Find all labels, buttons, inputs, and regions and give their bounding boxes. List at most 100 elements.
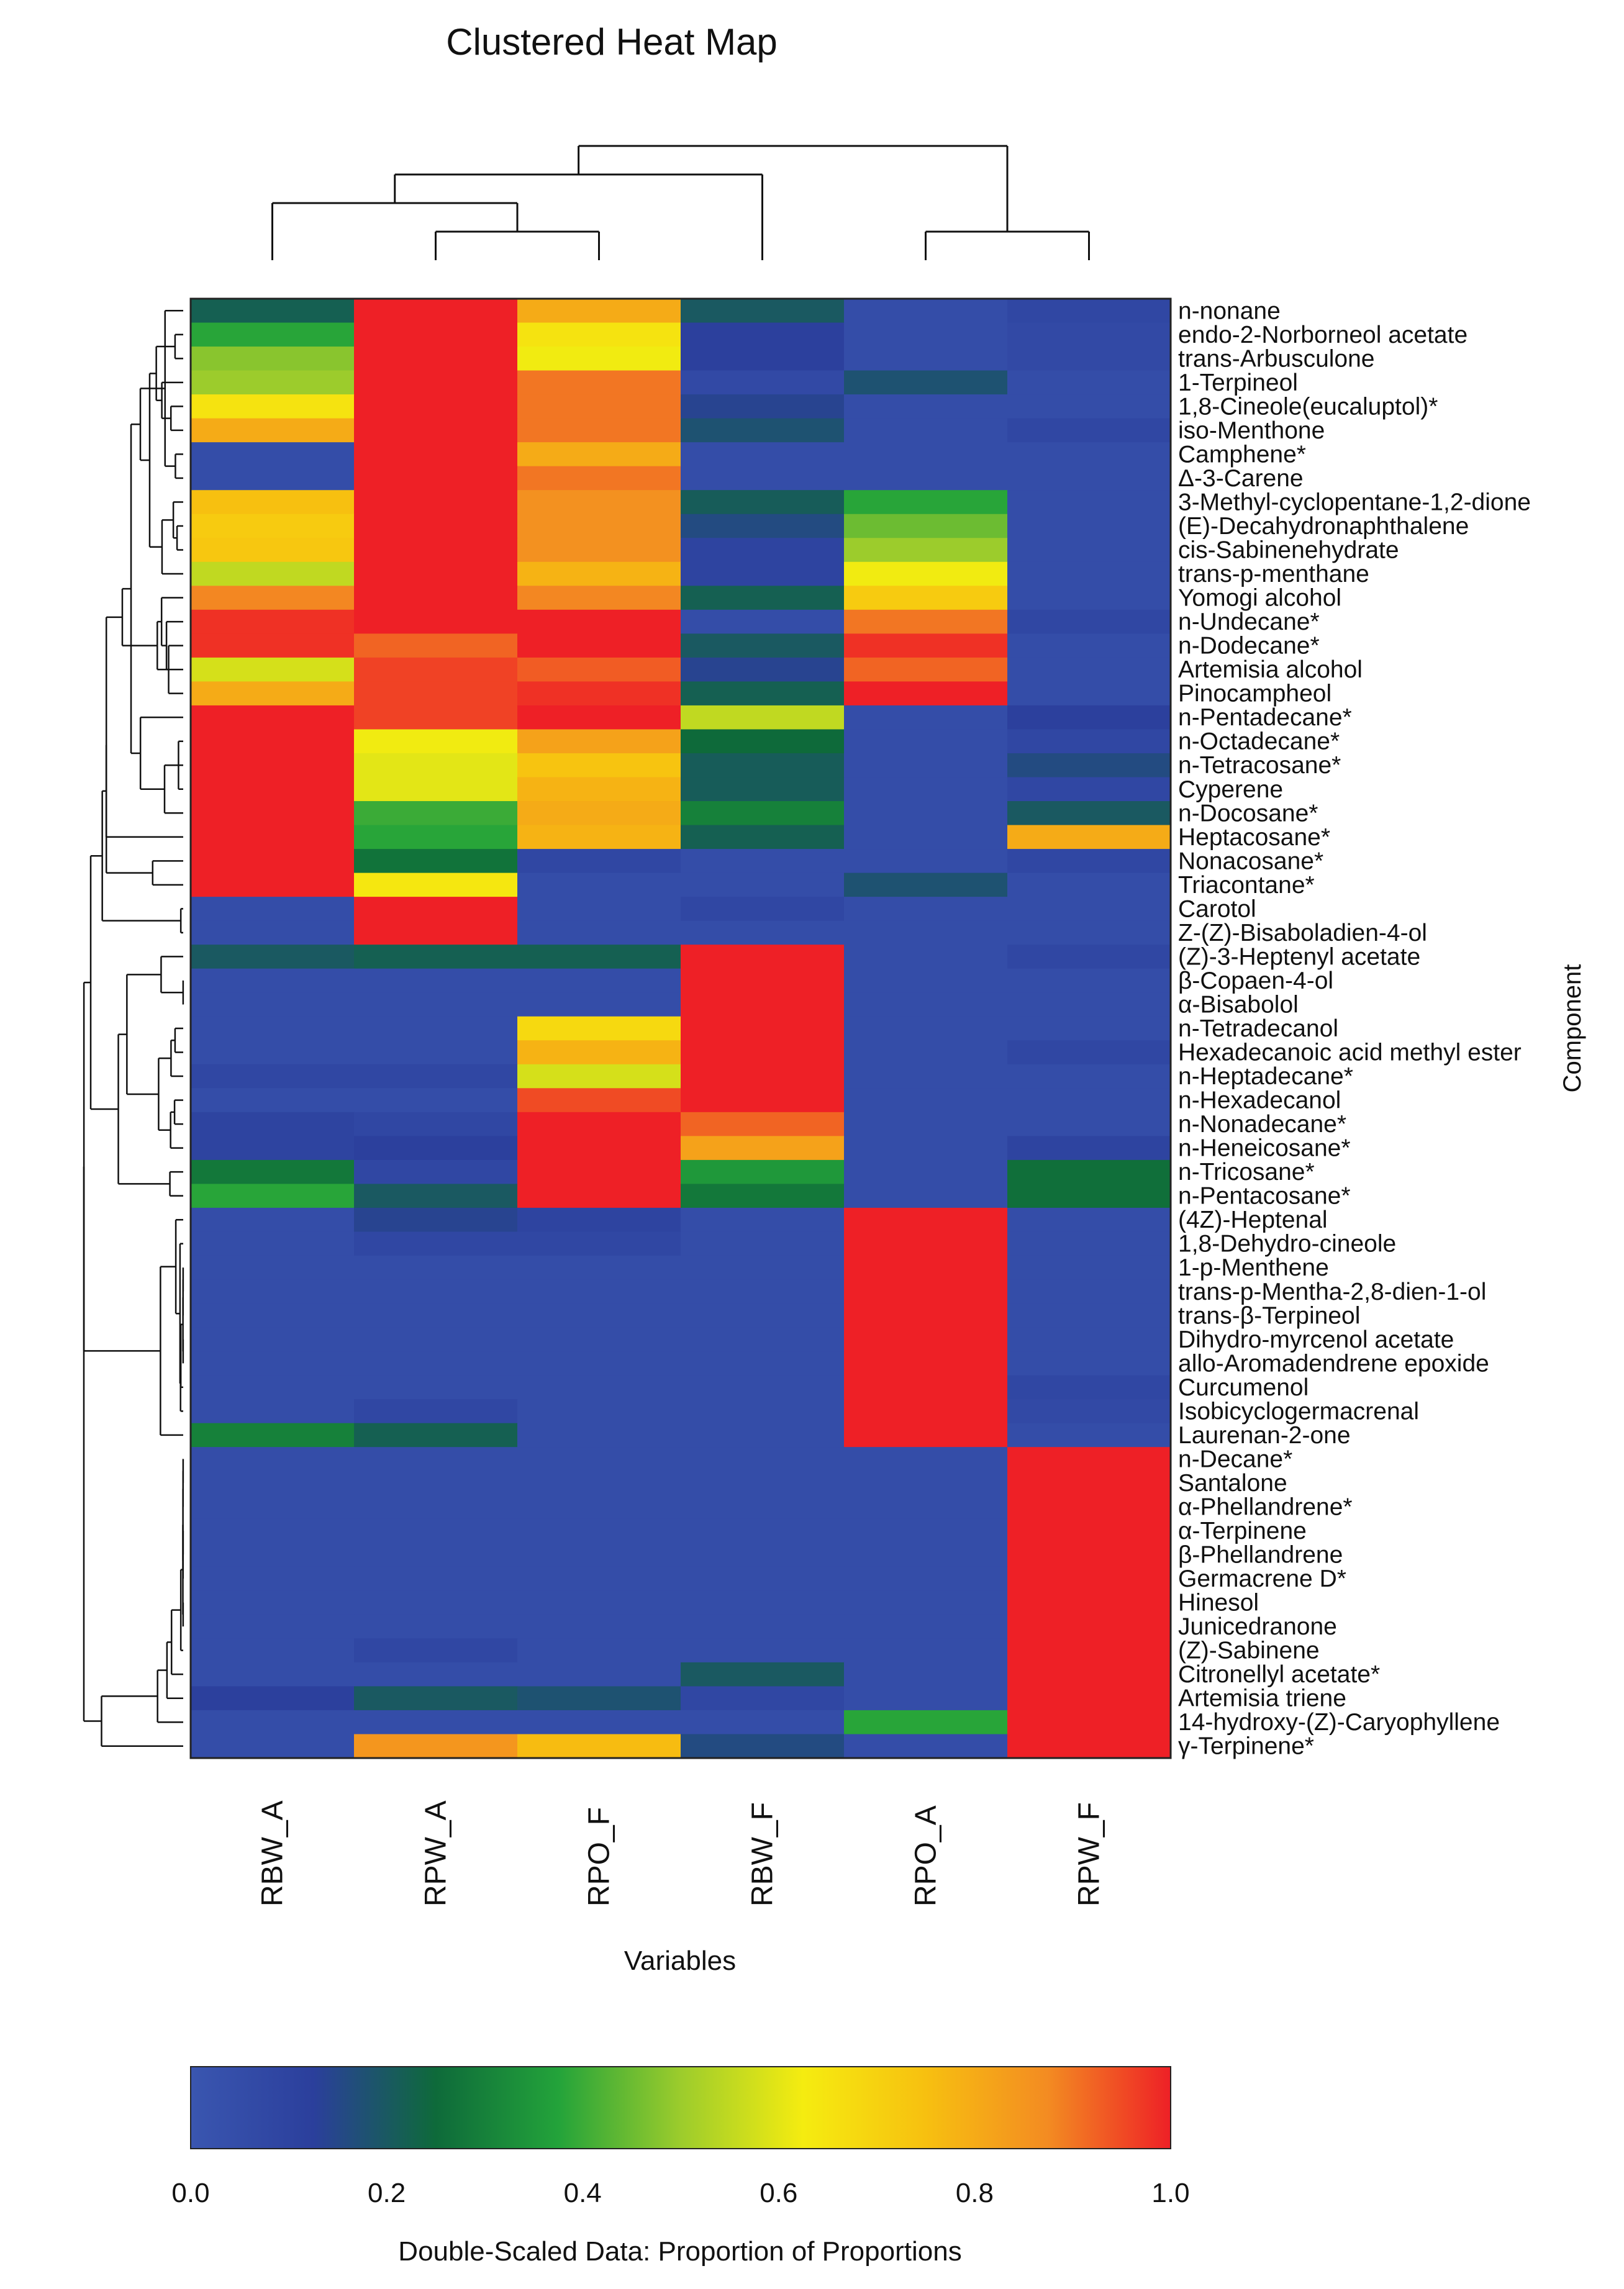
- row-label: Pinocampheol: [1178, 681, 1331, 707]
- row-label: Dihydro-myrcenol acetate: [1178, 1326, 1454, 1353]
- heatmap-cell: [517, 1471, 681, 1495]
- row-label: Cyperene: [1178, 776, 1283, 803]
- heatmap-cell: [681, 1399, 845, 1424]
- heatmap-cell: [844, 1566, 1008, 1591]
- heatmap-cell: [517, 1184, 681, 1208]
- heatmap-cell: [681, 490, 845, 515]
- colorbar-tick-label: 0.0: [171, 2178, 209, 2208]
- heatmap-cell: [191, 609, 355, 634]
- row-label: Heptacosane*: [1178, 824, 1330, 851]
- heatmap-cell: [844, 633, 1008, 658]
- heatmap-cell: [1007, 1351, 1171, 1376]
- heatmap-cell: [681, 945, 845, 969]
- heatmap-cell: [1007, 1495, 1171, 1520]
- heatmap-cell: [191, 538, 355, 563]
- heatmap-cell: [354, 1710, 518, 1735]
- heatmap-cell: [1007, 1088, 1171, 1113]
- heatmap-cell: [681, 514, 845, 538]
- heatmap-cell: [681, 1710, 845, 1735]
- heatmap-cell: [517, 1016, 681, 1041]
- heatmap-cell: [354, 729, 518, 754]
- heatmap-cell: [191, 514, 355, 538]
- heatmap-cell: [844, 1734, 1008, 1759]
- row-label: iso-Menthone: [1178, 417, 1325, 444]
- heatmap-cell: [844, 873, 1008, 897]
- heatmap-cell: [517, 1399, 681, 1424]
- heatmap-cell: [191, 633, 355, 658]
- heatmap-cell: [1007, 897, 1171, 922]
- heatmap-cell: [844, 586, 1008, 610]
- heatmap-cell: [354, 1543, 518, 1567]
- heatmap-cell: [354, 1399, 518, 1424]
- row-label: trans-p-Mentha-2,8-dien-1-ol: [1178, 1279, 1486, 1305]
- heatmap-cell: [1007, 729, 1171, 754]
- y-axis-label: Component: [1559, 964, 1586, 1093]
- heatmap-cell: [1007, 1040, 1171, 1065]
- heatmap-cell: [1007, 347, 1171, 371]
- heatmap-cell: [354, 1088, 518, 1113]
- heatmap-cell: [844, 1543, 1008, 1567]
- heatmap-cell: [517, 1303, 681, 1328]
- heatmap-cells: [191, 299, 1171, 1759]
- heatmap-cell: [517, 1088, 681, 1113]
- heatmap-cell: [191, 1710, 355, 1735]
- heatmap-cell: [844, 1327, 1008, 1352]
- row-label: n-Dodecane*: [1178, 633, 1320, 660]
- heatmap-cell: [517, 1231, 681, 1256]
- heatmap-cell: [354, 490, 518, 515]
- heatmap-cell: [354, 347, 518, 371]
- heatmap-cell: [844, 1710, 1008, 1735]
- colorbar-tick-label: 0.8: [956, 2178, 994, 2208]
- heatmap-cell: [354, 442, 518, 467]
- colorbar-tick-label: 0.4: [564, 2178, 602, 2208]
- heatmap-cell: [517, 322, 681, 347]
- heatmap-cell: [191, 490, 355, 515]
- heatmap-cell: [1007, 1471, 1171, 1495]
- heatmap-cell: [517, 873, 681, 897]
- heatmap-cell: [681, 1471, 845, 1495]
- heatmap-cell: [191, 873, 355, 897]
- heatmap-cell: [1007, 586, 1171, 610]
- heatmap-cell: [681, 1590, 845, 1615]
- heatmap-cell: [1007, 825, 1171, 850]
- heatmap-cell: [681, 586, 845, 610]
- heatmap-cell: [517, 442, 681, 467]
- heatmap-cell: [844, 945, 1008, 969]
- heatmap-cell: [844, 299, 1008, 324]
- heatmap-cell: [517, 609, 681, 634]
- row-label: n-Hexadecanol: [1178, 1087, 1341, 1114]
- heatmap-cell: [844, 1447, 1008, 1472]
- heatmap-cell: [1007, 1207, 1171, 1233]
- heatmap-cell: [844, 514, 1008, 538]
- row-label: n-Heptadecane*: [1178, 1063, 1353, 1090]
- row-label: (4Z)-Heptenal: [1178, 1207, 1328, 1233]
- heatmap-cell: [191, 849, 355, 874]
- heatmap-cell: [1007, 1136, 1171, 1161]
- row-label: Curcumenol: [1178, 1374, 1309, 1401]
- heatmap-cell: [844, 849, 1008, 874]
- heatmap-cell: [517, 1279, 681, 1304]
- heatmap-cell: [681, 729, 845, 754]
- row-label: α-Terpinene: [1178, 1518, 1307, 1544]
- heatmap-cell: [191, 1231, 355, 1256]
- heatmap-cell: [517, 418, 681, 443]
- heatmap-cell: [191, 1734, 355, 1759]
- heatmap-cell: [517, 1255, 681, 1280]
- heatmap-cell: [191, 1112, 355, 1136]
- heatmap-cell: [517, 1566, 681, 1591]
- heatmap-cell: [681, 418, 845, 443]
- heatmap-cell: [1007, 1016, 1171, 1041]
- heatmap-cell: [517, 753, 681, 778]
- heatmap-cell: [681, 777, 845, 802]
- row-label: (Z)-3-Heptenyl acetate: [1178, 943, 1420, 970]
- heatmap-cell: [354, 1447, 518, 1472]
- heatmap-cell: [517, 394, 681, 419]
- heatmap-cell: [844, 1231, 1008, 1256]
- heatmap-cell: [844, 705, 1008, 730]
- heatmap-cell: [517, 992, 681, 1017]
- heatmap-cell: [844, 609, 1008, 634]
- heatmap-cell: [1007, 705, 1171, 730]
- heatmap-cell: [517, 920, 681, 945]
- heatmap-cell: [681, 1112, 845, 1136]
